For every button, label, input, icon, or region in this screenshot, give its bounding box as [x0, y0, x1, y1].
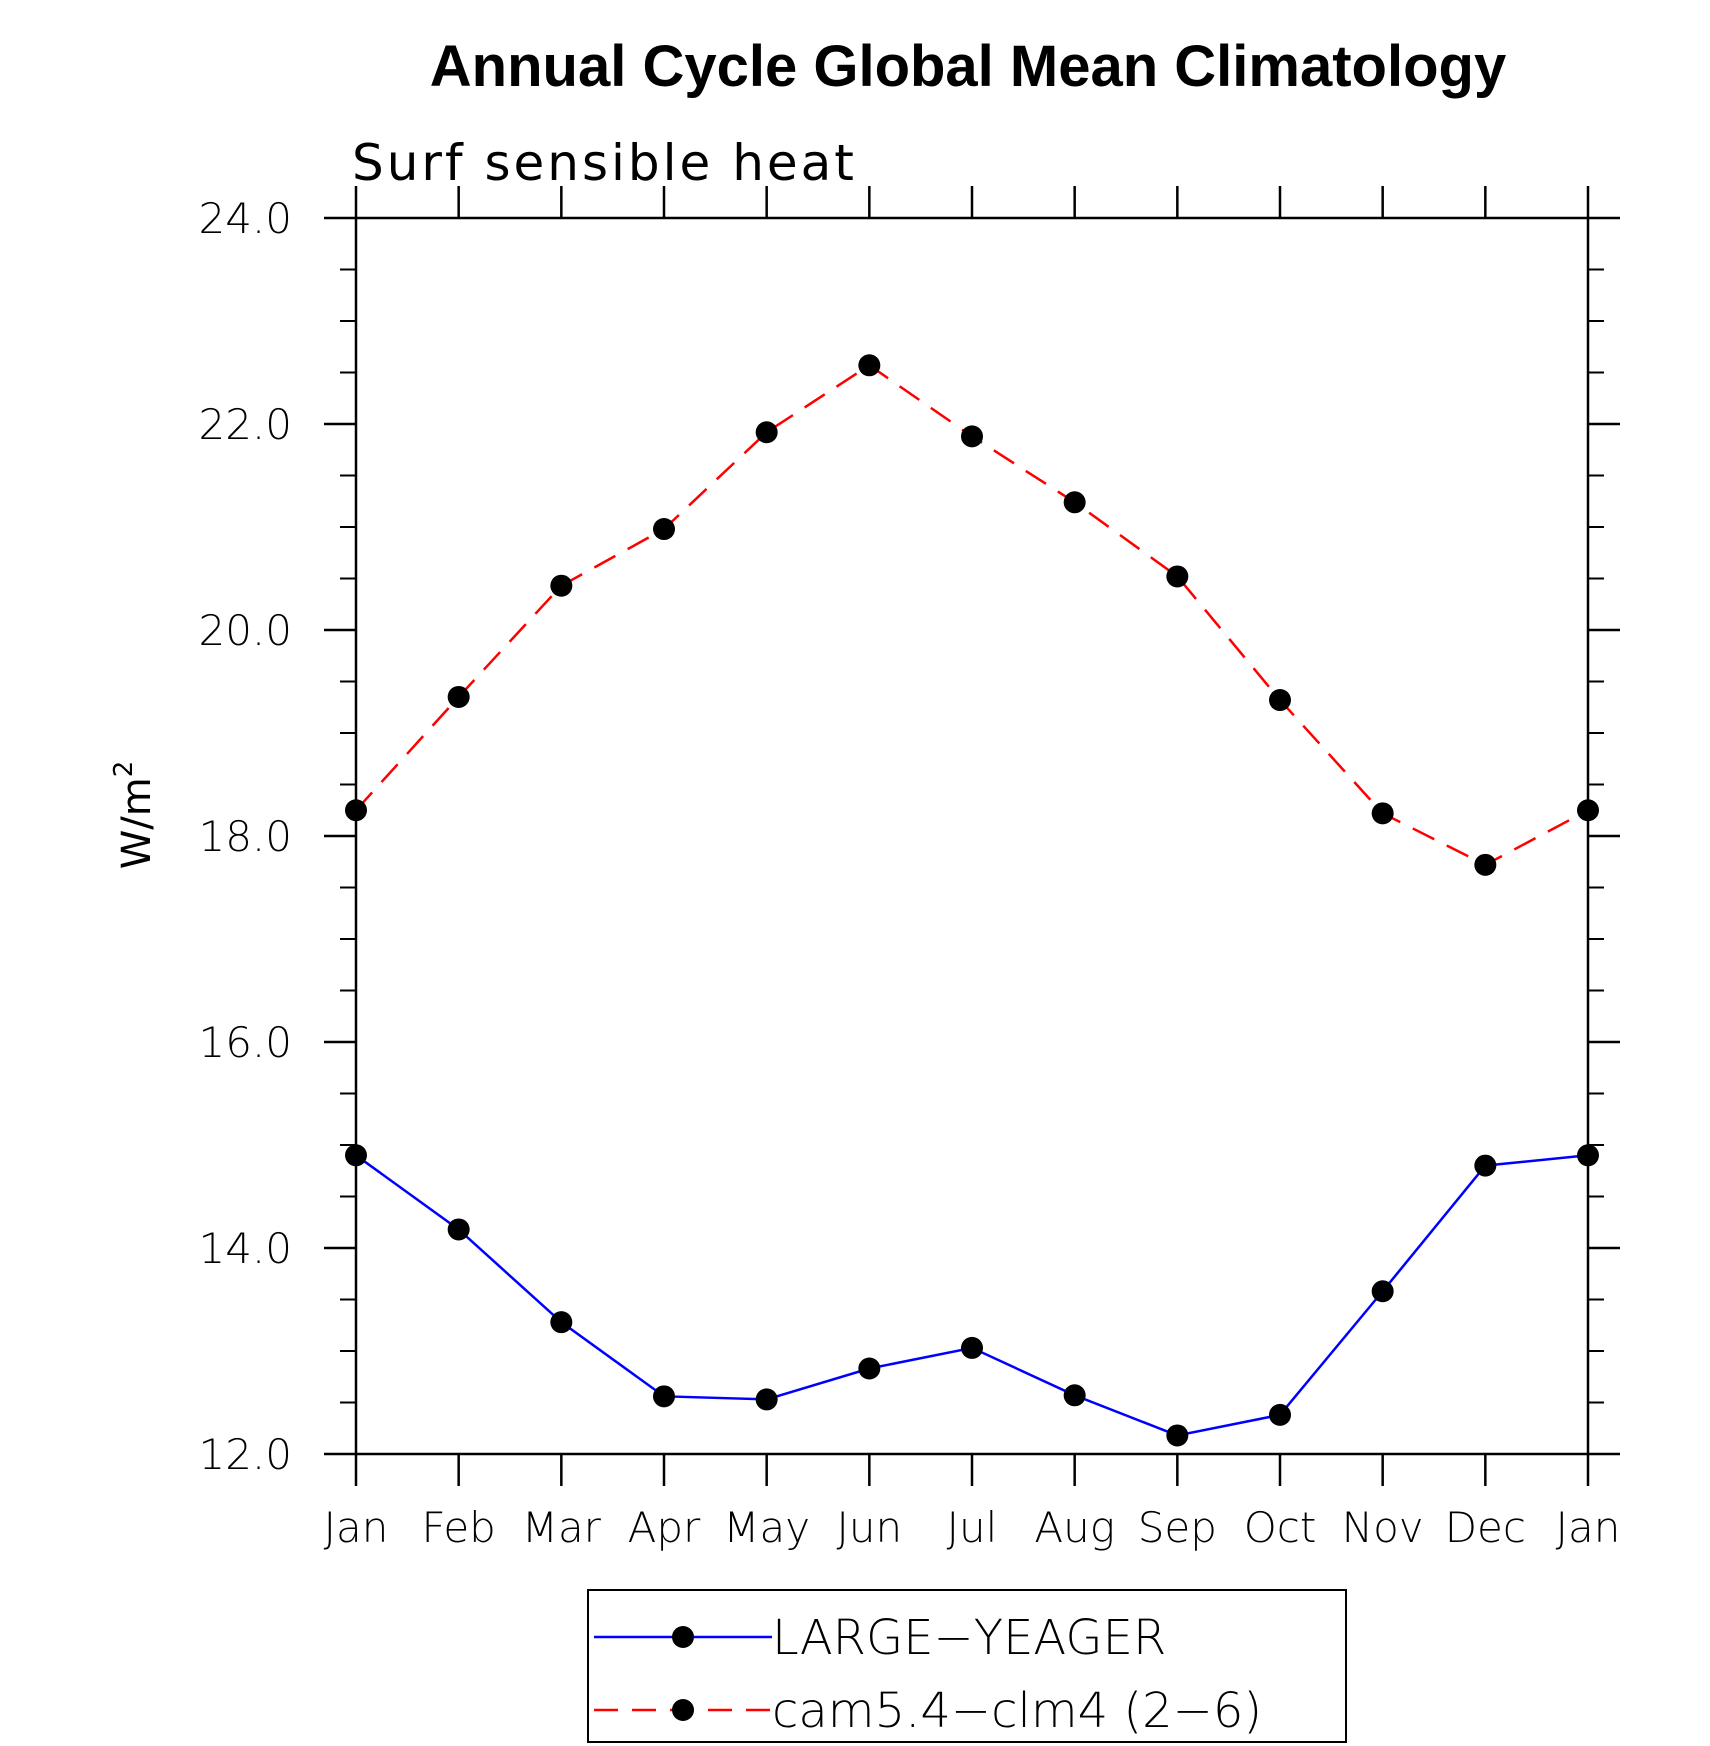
legend-marker-large-yeager: [672, 1626, 694, 1648]
x-tick-label: Apr: [628, 1503, 701, 1552]
series-0-point: [1166, 1424, 1189, 1447]
x-tick-label: Nov: [1342, 1503, 1424, 1552]
series-0-point: [1474, 1154, 1497, 1177]
x-tick-label: Dec: [1445, 1503, 1526, 1552]
y-axis-label-superscript: 2: [109, 761, 139, 778]
series-1-point: [858, 354, 881, 377]
chart-title: Annual Cycle Global Mean Climatology: [430, 34, 1506, 99]
series-0-point: [1063, 1384, 1086, 1407]
series-0-point: [1577, 1144, 1599, 1167]
series-0-point: [447, 1218, 470, 1241]
legend-label-large-yeager: LARGE−YEAGER: [772, 1610, 1166, 1666]
y-tick-label: 16.0: [198, 1018, 292, 1067]
series-0-point: [550, 1311, 573, 1334]
y-tick-label: 24.0: [198, 194, 292, 243]
series-1-point: [1474, 853, 1497, 876]
series-1-point: [1371, 802, 1394, 825]
legend-label-cam5: cam5.4−clm4 (2−6): [772, 1683, 1262, 1739]
series-1-point: [1269, 689, 1291, 712]
y-tick-label: 22.0: [198, 400, 292, 449]
y-tick-label: 20.0: [198, 606, 292, 655]
y-axis-label: W/m2: [109, 761, 160, 870]
legend-box: [587, 1589, 1347, 1743]
series-1-point: [550, 574, 573, 597]
x-tick-label: Jan: [324, 1503, 389, 1552]
x-tick-label: Feb: [421, 1503, 495, 1552]
legend: LARGE−YEAGER cam5.4−clm4 (2−6): [587, 1589, 1347, 1743]
series-1-point: [1166, 565, 1189, 588]
chart-subtitle: Surf sensible heat: [352, 134, 857, 192]
tick-layer: 12.0 14.0 16.0 18.0 20.0 22.0 24.0 Jan Feb Mar Apr…: [198, 186, 1620, 1552]
y-axis-label-text: W/m: [114, 777, 160, 869]
x-tick-label: Jun: [837, 1503, 903, 1552]
x-tick-label: Jan: [1556, 1503, 1621, 1552]
series-1-point: [755, 421, 778, 444]
series-1-point: [961, 425, 983, 448]
series-0-point: [1371, 1280, 1394, 1303]
plot-border: [354, 216, 1590, 1456]
series-1-point: [1063, 491, 1086, 514]
y-tick-label: 14.0: [198, 1224, 292, 1273]
series-1-point: [653, 518, 675, 541]
series-1-point: [345, 799, 367, 822]
series-0-point: [755, 1388, 778, 1411]
series-1-point: [447, 685, 470, 708]
x-tick-label: Jul: [947, 1503, 998, 1552]
x-tick-label: Sep: [1138, 1503, 1217, 1552]
x-tick-label: Mar: [522, 1503, 602, 1552]
x-tick-label: Oct: [1244, 1503, 1317, 1552]
series-0-point: [858, 1357, 881, 1380]
series-layer: [345, 354, 1599, 1447]
legend-marker-cam5: [672, 1699, 694, 1721]
series-0-point: [1269, 1403, 1291, 1426]
series-line-0: [355, 1154, 1589, 1437]
series-0-point: [961, 1336, 983, 1359]
series-0-point: [653, 1385, 675, 1408]
series-1-point: [1577, 799, 1599, 822]
series-0-point: [345, 1144, 367, 1167]
y-tick-label: 18.0: [198, 812, 292, 861]
svg-text:W/m2: W/m2: [109, 761, 160, 870]
y-tick-label: 12.0: [198, 1430, 292, 1479]
x-tick-label: Aug: [1034, 1503, 1115, 1552]
x-tick-label: May: [723, 1503, 810, 1552]
plot-frame: [354, 216, 1590, 1456]
